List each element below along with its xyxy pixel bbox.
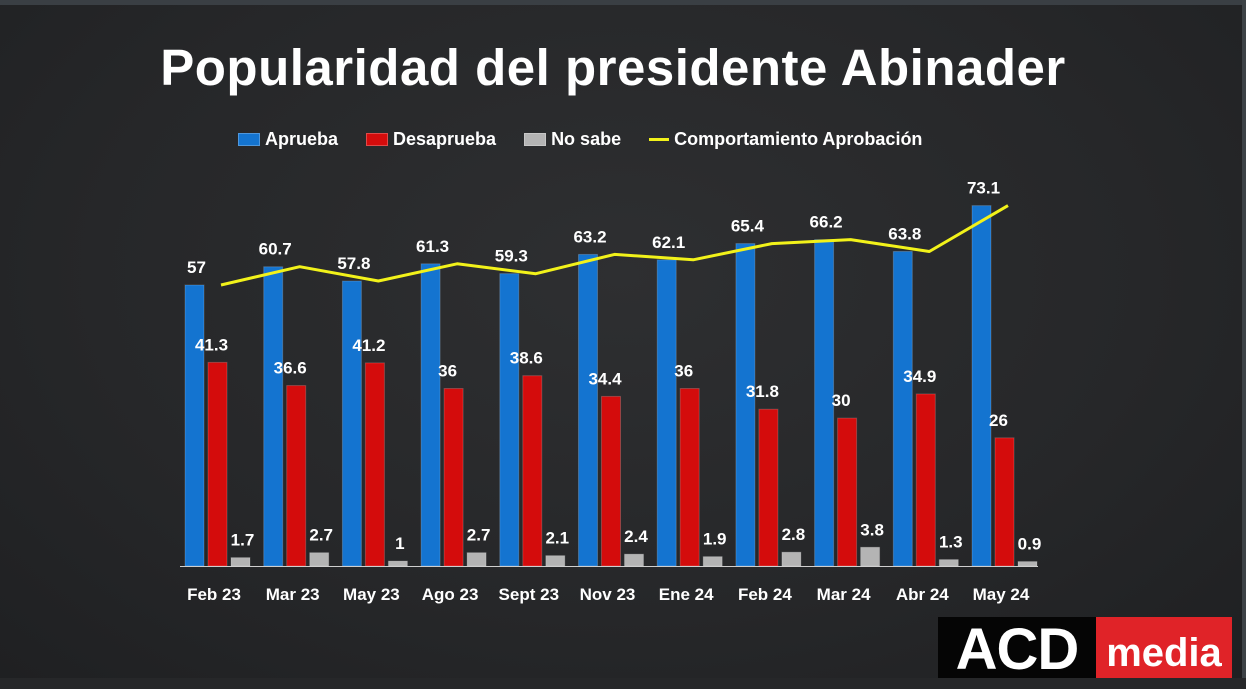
data-label-aprueba: 66.2 (810, 213, 843, 232)
x-tick-label: Ene 24 (659, 585, 714, 604)
data-label-desaprueba: 31.8 (746, 382, 779, 401)
legend-label: Aprueba (265, 129, 339, 149)
window-right-border (1242, 0, 1246, 678)
x-tick-label: Mar 24 (817, 585, 871, 604)
data-label-desaprueba: 36 (438, 362, 457, 381)
legend: Aprueba Desaprueba No sabe Comportamient… (238, 129, 950, 150)
data-label-no-sabe: 1.7 (231, 531, 255, 550)
data-label-aprueba: 65.4 (731, 217, 765, 236)
data-label-no-sabe: 0.9 (1018, 535, 1042, 554)
data-label-desaprueba: 30 (832, 391, 851, 410)
bar-desaprueba (364, 362, 385, 567)
bar-aprueba (420, 263, 441, 567)
data-label-no-sabe: 2.8 (782, 525, 806, 544)
bar-desaprueba (758, 408, 779, 567)
data-label-desaprueba: 36.6 (274, 359, 307, 378)
chart-title: Popularidad del presidente Abinader (160, 39, 1066, 96)
legend-swatch-line (649, 138, 670, 141)
data-label-aprueba: 60.7 (259, 240, 292, 259)
bar-aprueba (499, 273, 520, 567)
data-label-no-sabe: 2.7 (309, 526, 333, 545)
legend-swatch-desaprueba (366, 133, 389, 146)
bar-desaprueba (994, 437, 1015, 567)
legend-label: No sabe (551, 129, 622, 149)
data-label-aprueba: 63.2 (573, 227, 606, 246)
x-tick-label: Nov 23 (580, 585, 636, 604)
logo-media-text: media (1096, 617, 1232, 678)
bar-no-sabe (860, 546, 881, 567)
bar-no-sabe (781, 551, 802, 567)
data-label-desaprueba: 34.9 (903, 367, 936, 386)
bar-desaprueba (915, 393, 936, 567)
data-label-aprueba: 61.3 (416, 237, 449, 256)
legend-item-comportamiento: Comportamiento Aprobación (649, 129, 922, 150)
bar-aprueba (971, 205, 992, 567)
x-tick-label: Ago 23 (422, 585, 479, 604)
bar-no-sabe (702, 556, 723, 567)
x-tick-label: Feb 24 (738, 585, 792, 604)
data-label-no-sabe: 3.8 (860, 520, 884, 539)
data-label-aprueba: 73.1 (967, 179, 1000, 198)
data-label-desaprueba: 36 (674, 362, 693, 381)
data-label-aprueba: 57 (187, 258, 206, 277)
bar-aprueba (263, 266, 284, 567)
logo-acd-text: ACD (938, 617, 1096, 682)
bar-aprueba (892, 250, 913, 567)
data-label-no-sabe: 1.9 (703, 530, 727, 549)
legend-item-no-sabe: No sabe (524, 129, 621, 150)
data-label-desaprueba: 26 (989, 411, 1008, 430)
data-label-no-sabe: 2.1 (545, 529, 569, 548)
bar-desaprueba (286, 385, 307, 567)
bar-no-sabe (545, 555, 566, 567)
data-label-aprueba: 57.8 (337, 254, 370, 273)
data-label-aprueba: 63.8 (888, 224, 921, 243)
acd-media-logo: ACD media (938, 617, 1232, 682)
data-label-no-sabe: 1 (395, 534, 404, 553)
bar-aprueba (735, 243, 756, 567)
legend-label: Desaprueba (393, 129, 497, 149)
window-top-border (0, 0, 1246, 5)
data-label-desaprueba: 41.2 (352, 336, 385, 355)
bar-desaprueba (601, 395, 621, 567)
data-label-aprueba: 59.3 (495, 247, 528, 266)
bar-desaprueba (207, 361, 228, 567)
data-label-no-sabe: 1.3 (939, 533, 963, 552)
bar-no-sabe (624, 553, 644, 567)
data-label-no-sabe: 2.7 (467, 526, 491, 545)
bar-no-sabe (466, 552, 487, 567)
data-label-aprueba: 62.1 (652, 233, 685, 252)
legend-label: Comportamiento Aprobación (674, 129, 923, 149)
x-tick-label: Mar 23 (266, 585, 320, 604)
trend-line-comportamiento-aprobacion (220, 204, 1009, 287)
bar-no-sabe (230, 557, 251, 567)
data-label-desaprueba: 34.4 (588, 369, 622, 388)
bar-desaprueba (443, 388, 464, 567)
bar-no-sabe (309, 552, 330, 567)
x-tick-label: Feb 23 (187, 585, 241, 604)
legend-item-aprueba: Aprueba (238, 129, 338, 150)
bar-desaprueba (837, 417, 858, 567)
bar-aprueba (184, 284, 205, 567)
bar-aprueba (656, 259, 677, 567)
bar-aprueba (341, 280, 362, 567)
bar-no-sabe (1017, 561, 1038, 567)
data-label-no-sabe: 2.4 (624, 527, 648, 546)
bar-no-sabe (387, 560, 408, 567)
legend-swatch-aprueba (238, 133, 260, 146)
legend-item-desaprueba: Desaprueba (366, 129, 496, 150)
bar-desaprueba (522, 375, 543, 567)
data-label-desaprueba: 41.3 (195, 335, 228, 354)
data-label-desaprueba: 38.6 (510, 349, 543, 368)
x-tick-label: Abr 24 (896, 585, 949, 604)
bar-desaprueba (679, 388, 700, 567)
x-tick-label: May 23 (343, 585, 400, 604)
x-tick-label: May 24 (973, 585, 1030, 604)
bar-aprueba (578, 253, 598, 567)
legend-swatch-no-sabe (524, 133, 547, 146)
bar-no-sabe (938, 559, 959, 567)
x-tick-label: Sept 23 (499, 585, 559, 604)
